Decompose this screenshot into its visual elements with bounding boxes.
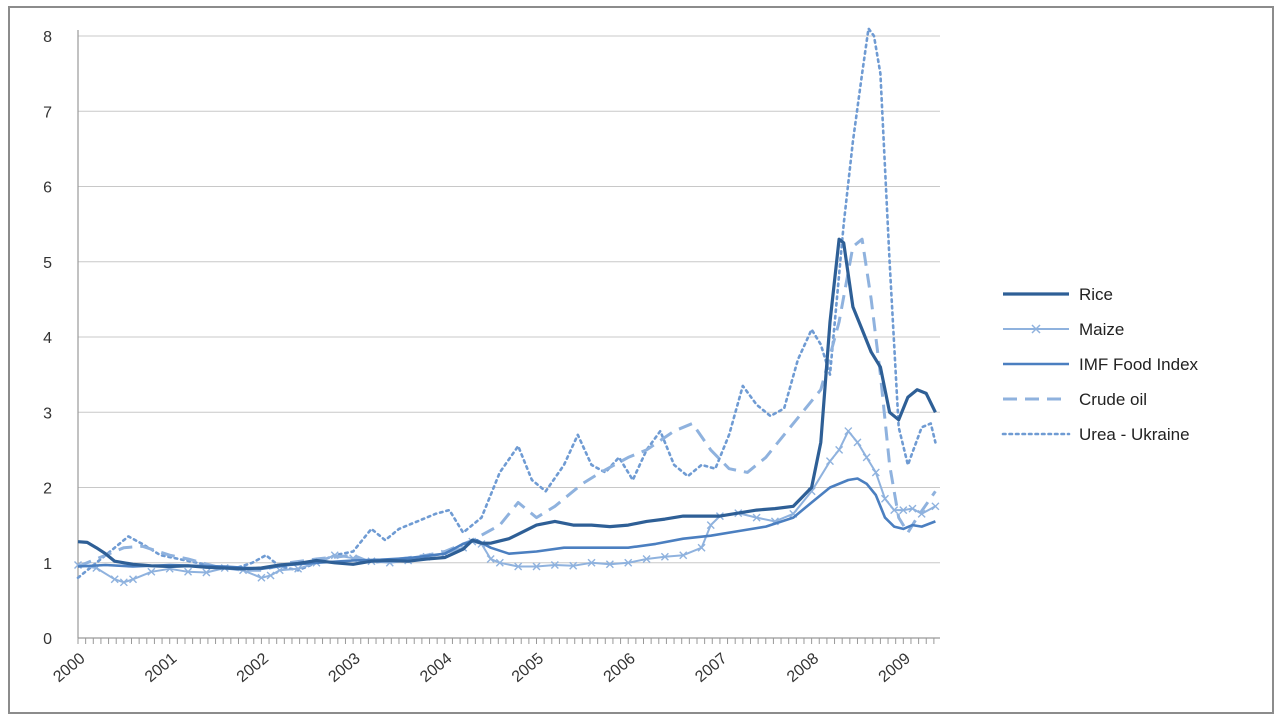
maize-x-marker: [532, 562, 541, 571]
y-tick-label: 7: [43, 104, 52, 121]
maize-x-marker: [890, 506, 899, 515]
maize-x-marker: [486, 554, 495, 563]
maize-x-marker: [917, 509, 926, 518]
maize-x-marker: [624, 558, 633, 567]
x-tick-label: 2005: [509, 650, 547, 686]
gridlines: [78, 35, 940, 564]
legend-label: Urea - Ukraine: [1079, 425, 1190, 444]
maize-x-marker: [514, 562, 523, 571]
maize-x-marker: [605, 560, 614, 569]
maize-x-marker: [495, 558, 504, 567]
x-tick-label: 2002: [234, 650, 272, 686]
y-tick-label: 6: [43, 180, 52, 197]
maize-x-marker: [266, 571, 275, 580]
legend: Rice Maize IMF Food Index Crude oil Urea - U…: [1001, 285, 1199, 444]
x-tick-label: 2006: [601, 650, 639, 686]
legend-item-rice: Rice: [1003, 285, 1113, 304]
x-tick-label: 2009: [876, 650, 914, 686]
y-tick-label: 1: [43, 556, 52, 573]
series-line-rice: [77, 237, 937, 571]
maize-x-marker: [587, 558, 596, 567]
legend-item-crude-oil: Crude oil: [1003, 390, 1147, 409]
maize-x-marker: [697, 543, 706, 552]
maize-x-marker: [844, 427, 853, 436]
axes: 0 1 2 3 4 5 6 7 8 2000 2001 2002 2003 2004 2005 2006 200…: [43, 29, 940, 686]
x-tick-label: 2001: [142, 650, 180, 686]
maize-x-marker: [257, 573, 266, 582]
series-line-urea-ukraine: [76, 27, 937, 580]
legend-item-imf-food-index: IMF Food Index: [1003, 355, 1199, 374]
legend-label: Rice: [1079, 285, 1113, 304]
maize-x-marker: [330, 551, 339, 560]
x-tick-label: 2004: [417, 650, 455, 686]
y-tick-label: 8: [43, 29, 52, 46]
legend-item-maize: Maize: [1003, 320, 1124, 339]
maize-x-marker: [931, 502, 940, 511]
y-tick-label: 5: [43, 255, 52, 272]
x-tick-label: 2008: [784, 650, 822, 686]
maize-x-marker: [679, 551, 688, 560]
y-tick-label: 3: [43, 405, 52, 422]
legend-label: Maize: [1079, 320, 1124, 339]
legend-label: IMF Food Index: [1079, 355, 1199, 374]
y-tick-label: 0: [43, 631, 52, 648]
maize-x-marker: [119, 578, 128, 587]
maize-x-marker: [825, 457, 834, 466]
legend-label: Crude oil: [1079, 390, 1147, 409]
maize-x-marker: [706, 521, 715, 530]
maize-x-marker: [908, 504, 917, 513]
maize-x-marker: [147, 567, 156, 576]
maize-x-marker: [129, 575, 138, 584]
chart-frame: [8, 6, 1274, 714]
maize-x-marker: [202, 568, 211, 577]
maize-x-marker: [184, 567, 193, 576]
maize-x-marker: [862, 453, 871, 462]
series-lines: [74, 27, 940, 587]
x-tick-label: 2007: [692, 650, 730, 686]
legend-item-urea-ukraine: Urea - Ukraine: [1001, 425, 1190, 444]
maize-x-marker: [880, 494, 889, 503]
maize-x-marker: [550, 561, 559, 570]
maize-x-marker: [871, 468, 880, 477]
maize-x-marker: [853, 438, 862, 447]
maize-x-marker: [110, 575, 119, 584]
maize-x-marker: [660, 552, 669, 561]
maize-x-marker: [275, 566, 284, 575]
maize-x-marker: [294, 564, 303, 573]
x-tick-label: 2000: [50, 650, 88, 686]
y-tick-label: 2: [43, 481, 52, 498]
series-line-crude-oil: [77, 237, 937, 572]
maize-x-marker: [899, 506, 908, 515]
maize-x-marker: [642, 554, 651, 563]
maize-x-marker: [752, 513, 761, 522]
maize-x-marker: [569, 561, 578, 570]
x-tick-label: 2003: [325, 650, 363, 686]
maize-x-marker: [835, 445, 844, 454]
y-tick-label: 4: [43, 330, 52, 347]
